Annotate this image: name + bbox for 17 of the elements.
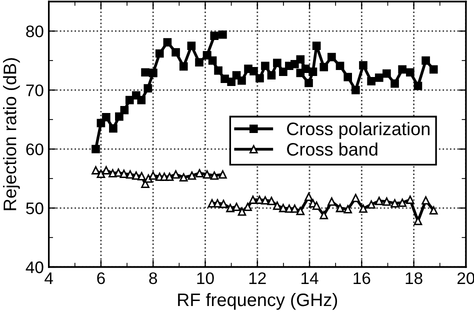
y-tick-label: 40	[26, 261, 44, 274]
x-tick-label: 8	[149, 272, 158, 284]
legend-label: Cross polarization	[287, 122, 430, 139]
y-tick-label: 50	[26, 202, 44, 214]
x-tick-label: 18	[406, 272, 422, 284]
x-tick-label: 6	[97, 272, 105, 284]
x-tick-label: 16	[354, 272, 370, 284]
x-tick-label: 14	[302, 272, 318, 284]
legend-label: Cross band	[287, 142, 378, 156]
x-axis-title: RF frequency (GHz)	[178, 292, 338, 310]
x-tick-label: 4	[44, 272, 53, 284]
y-tick-label: 80	[26, 25, 44, 38]
x-tick-label: 12	[249, 272, 266, 284]
x-tick-label: 10	[197, 272, 214, 284]
y-tick-label: 70	[26, 84, 44, 96]
y-tick-label: 60	[26, 143, 44, 156]
y-axis-title: Rejection ratio (dB)	[3, 58, 20, 210]
